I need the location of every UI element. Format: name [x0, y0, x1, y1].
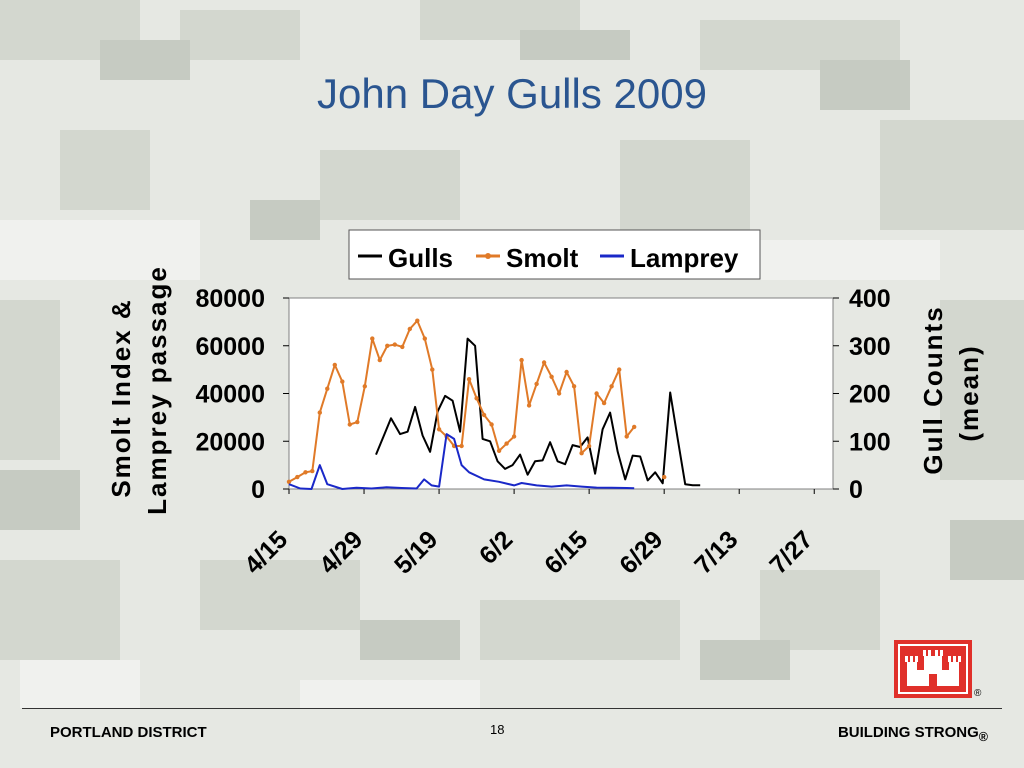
smolt-data-point: [325, 386, 330, 391]
footer-right-text: BUILDING STRONG®: [838, 724, 988, 744]
smolt-data-point: [489, 422, 494, 427]
smolt-data-point: [436, 427, 442, 432]
smolt-data-point: [347, 422, 352, 427]
smolt-data-point: [474, 396, 479, 401]
smolt-data-point: [534, 381, 539, 387]
smolt-data-point: [541, 360, 547, 365]
smolt-data-point: [295, 474, 300, 480]
smolt-data-point: [624, 434, 629, 439]
smolt-data-point: [355, 419, 360, 425]
smolt-data-point: [286, 479, 292, 484]
smolt-data-point: [340, 379, 345, 384]
castle-logo: [894, 640, 972, 698]
smolt-data-point: [579, 451, 584, 456]
y-tick-label: 40000: [195, 381, 265, 409]
smolt-data-point: [332, 362, 337, 368]
y-tick-label: 20000: [195, 428, 265, 456]
x-tick-label: 4/15: [239, 525, 293, 579]
smolt-data-point: [303, 470, 308, 475]
smolt-data-point: [511, 434, 517, 439]
smolt-data-point: [496, 448, 502, 453]
smolt-data-point: [310, 468, 315, 474]
smolt-data-point: [407, 326, 412, 332]
y2-tick-label: 400: [849, 285, 891, 313]
smolt-data-point: [392, 342, 397, 347]
smolt-data-point: [459, 443, 464, 449]
smolt-data-point: [617, 367, 622, 372]
gulls-series-line: [375, 337, 701, 487]
slide-title: John Day Gulls 2009: [317, 70, 707, 117]
y2-tick-label: 0: [849, 476, 863, 504]
legend-box: [348, 229, 761, 280]
smolt-data-point: [377, 357, 382, 363]
smolt-data-point: [564, 369, 569, 375]
y2-axis-title-line1: Gull Counts: [918, 305, 948, 474]
footer-divider: [22, 708, 1002, 709]
y-tick-label: 60000: [195, 333, 265, 361]
footer-registered-mark: ®: [978, 730, 988, 744]
y-axis-title-line2: Lamprey passage: [142, 265, 172, 515]
y-tick-label: 0: [251, 476, 265, 504]
smolt-legend-label: Smolt: [506, 243, 579, 273]
smolt-data-point: [662, 474, 667, 480]
gulls-legend-label: Gulls: [388, 243, 453, 273]
smolt-data-point: [504, 441, 509, 446]
y-tick-label: 80000: [195, 285, 265, 313]
y2-tick-label: 200: [849, 381, 891, 409]
smolt-data-point: [556, 391, 562, 396]
y-axis-title-line1: Smolt Index &: [106, 298, 136, 497]
smolt-data-point: [370, 336, 375, 341]
smolt-data-point: [549, 374, 554, 379]
footer-right-label: BUILDING STRONG: [837, 724, 979, 741]
x-tick-label: 5/19: [389, 525, 443, 579]
x-tick-label: 6/15: [539, 525, 593, 579]
page-number: 18: [490, 722, 505, 737]
x-tick-label: 7/27: [764, 525, 818, 579]
smolt-data-point: [594, 391, 599, 396]
footer-left-text: PORTLAND DISTRICT: [50, 724, 207, 741]
x-tick-label: 4/29: [314, 525, 368, 579]
lamprey-legend-label: Lamprey: [630, 243, 739, 273]
smolt-data-point: [362, 384, 367, 389]
lamprey-series-line: [288, 433, 635, 490]
smolt-data-point: [415, 318, 420, 323]
smolt-data-point: [430, 367, 435, 372]
smolt-data-point: [422, 336, 427, 341]
y2-tick-label: 300: [849, 333, 891, 361]
smolt-data-point: [317, 410, 322, 415]
y2-axis-title-line2: (mean): [954, 344, 984, 441]
x-tick-label: 6/29: [614, 525, 668, 579]
smolt-data-point: [601, 400, 607, 406]
y2-tick-label: 100: [849, 428, 891, 456]
smolt-data-point: [609, 384, 614, 389]
smolt-data-point: [400, 344, 405, 350]
x-tick-label: 7/13: [689, 525, 743, 579]
smolt-data-point: [519, 357, 524, 363]
smolt-data-point: [632, 424, 637, 430]
registered-mark: ®: [974, 688, 982, 699]
smolt-data-point: [385, 343, 390, 348]
smolt-data-point: [586, 443, 592, 449]
smolt-data-point: [526, 403, 532, 408]
smolt-data-point: [481, 412, 487, 418]
x-tick-label: 6/2: [474, 525, 518, 569]
smolt-legend-marker: [485, 253, 491, 259]
smolt-data-point: [571, 384, 577, 389]
smolt-data-point: [466, 377, 472, 382]
